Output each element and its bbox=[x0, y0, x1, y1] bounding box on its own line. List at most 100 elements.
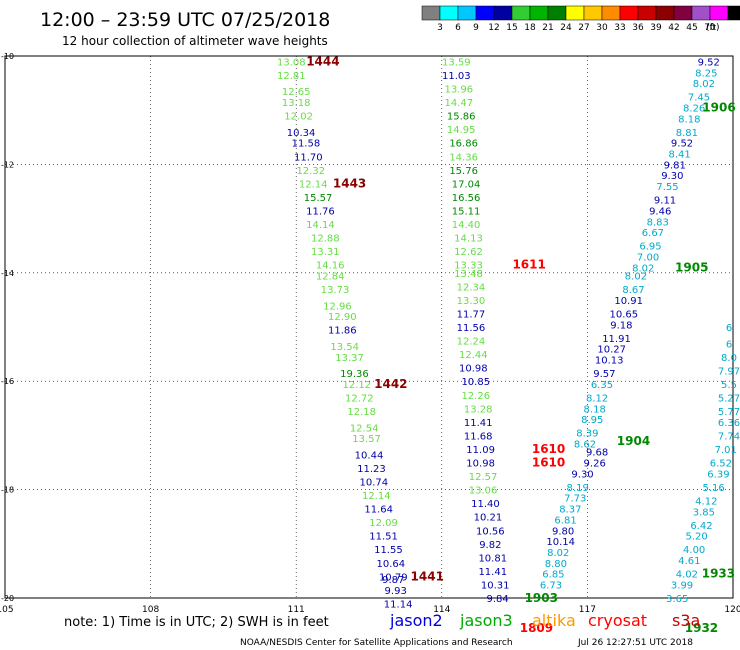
wave-height-value: 8.80 bbox=[545, 559, 567, 570]
wave-height-value: 6.39 bbox=[707, 469, 729, 480]
wave-height-value: 12.62 bbox=[454, 247, 483, 258]
wave-height-value: 7.45 bbox=[688, 93, 710, 104]
wave-height-value: 9.84 bbox=[486, 594, 508, 605]
wave-height-value: 5.20 bbox=[685, 532, 707, 543]
y-tick-label: -14 bbox=[1, 269, 14, 278]
wave-height-value: 8.02 bbox=[632, 263, 654, 274]
wave-height-value: 6.42 bbox=[690, 521, 712, 532]
wave-height-value: 10.34 bbox=[287, 128, 316, 139]
color-scale-label: 33 bbox=[614, 23, 625, 33]
wave-height-value: 4.02 bbox=[676, 570, 698, 581]
x-tick-label: 117 bbox=[579, 605, 596, 615]
wave-height-value: 10.81 bbox=[478, 553, 507, 564]
wave-height-value: 12.44 bbox=[459, 350, 488, 361]
wave-height-value: 14.13 bbox=[454, 234, 483, 245]
wave-height-value: 8.62 bbox=[574, 440, 596, 451]
wave-height-value: 7.74 bbox=[718, 431, 740, 442]
color-scale-label: 70 bbox=[704, 23, 716, 33]
wave-height-value: 8.02 bbox=[693, 79, 715, 90]
wave-height-value: 6.67 bbox=[642, 228, 664, 239]
wave-height-value: 9.68 bbox=[586, 448, 608, 459]
wave-height-value: 4.61 bbox=[678, 556, 700, 567]
pass-label: 1610 bbox=[532, 442, 565, 456]
wave-height-value: 8.83 bbox=[647, 217, 669, 228]
x-tick-label: 120 bbox=[724, 605, 740, 615]
wave-height-value: 12.24 bbox=[457, 337, 486, 348]
wave-height-value: 9.26 bbox=[584, 459, 606, 470]
wave-height-value: 12.65 bbox=[282, 87, 311, 98]
wave-height-value: 8.02 bbox=[547, 548, 569, 559]
pass-label: 1444 bbox=[306, 54, 339, 68]
x-tick-label: 105 bbox=[0, 605, 14, 615]
color-swatch bbox=[511, 5, 531, 21]
legend-altika: altika bbox=[532, 611, 576, 630]
color-scale-label: 24 bbox=[560, 23, 572, 33]
wave-height-value: 9.30 bbox=[571, 469, 593, 480]
wave-height-value: 10.79 bbox=[379, 572, 408, 583]
wave-height-value: 11.51 bbox=[369, 532, 398, 543]
wave-height-value: 9.82 bbox=[479, 540, 501, 551]
wave-height-value: 6.36 bbox=[718, 418, 740, 429]
wave-height-value: 3.85 bbox=[693, 507, 715, 518]
wave-height-value: 12.12 bbox=[343, 380, 372, 391]
wave-height-value: 16.56 bbox=[452, 193, 481, 204]
wave-height-value: 8.02 bbox=[625, 272, 647, 283]
pass-label: 1610 bbox=[532, 456, 565, 470]
wave-height-value: 17.04 bbox=[452, 179, 481, 190]
wave-height-value: 6.73 bbox=[540, 580, 562, 591]
x-tick-label: 111 bbox=[288, 605, 305, 615]
wave-height-value: 12.32 bbox=[296, 166, 325, 177]
wave-height-value: 13.33 bbox=[454, 261, 483, 272]
color-scale-label: 18 bbox=[524, 23, 536, 33]
wave-height-value: 11.70 bbox=[294, 152, 323, 163]
color-swatch bbox=[673, 5, 693, 21]
wave-height-value: 7.73 bbox=[564, 494, 586, 505]
wave-height-value: 13.31 bbox=[311, 247, 340, 258]
wave-height-value: 19.36 bbox=[340, 369, 369, 380]
wave-height-value: 11.23 bbox=[357, 464, 386, 475]
wave-height-value: 15.86 bbox=[447, 112, 476, 123]
y-tick-label: -10 bbox=[1, 52, 14, 61]
footer-note: note: 1) Time is in UTC; 2) SWH is in fe… bbox=[64, 615, 329, 630]
wave-height-value: 12.09 bbox=[369, 518, 398, 529]
legend-s3a: s3a bbox=[672, 611, 700, 630]
wave-height-value: 7.55 bbox=[656, 182, 678, 193]
color-swatch bbox=[655, 5, 675, 21]
wave-height-value: 7.01 bbox=[715, 445, 737, 456]
color-scale-label: 6 bbox=[455, 23, 461, 33]
wave-height-value: 13.73 bbox=[321, 285, 350, 296]
series-pass-1932-1933: 6 6 8.0 7.97 5.5 5.27 5.776.36 7.74 7.01 6.526.39… bbox=[666, 323, 740, 605]
pass-label: 1932 bbox=[685, 621, 718, 635]
wave-height-value: 15.57 bbox=[304, 193, 333, 204]
color-scale-label: 45 bbox=[686, 23, 697, 33]
wave-height-value: 11.09 bbox=[466, 445, 495, 456]
plot-frame bbox=[4, 55, 734, 599]
color-scale-label: 3 bbox=[437, 23, 443, 33]
wave-height-value: 6 bbox=[726, 339, 732, 350]
wave-height-value: 14.36 bbox=[449, 152, 478, 163]
axis-ticks: 105 108 111 114 117 120 -10 -12 -14 -16 -18 -20 bbox=[0, 52, 740, 615]
wave-height-value: 13.57 bbox=[352, 434, 381, 445]
wave-height-value: 11.41 bbox=[464, 418, 493, 429]
wave-height-value: 9.52 bbox=[671, 139, 693, 150]
wave-height-value: 9.87 bbox=[382, 575, 404, 586]
wave-height-value: 11.58 bbox=[292, 139, 321, 150]
wave-height-value: 8.41 bbox=[668, 150, 690, 161]
footer-timestamp: Jul 26 12:27:51 UTC 2018 bbox=[577, 638, 693, 648]
wave-height-value: 8.25 bbox=[695, 68, 717, 79]
color-swatch bbox=[457, 5, 477, 21]
color-swatch bbox=[493, 5, 513, 21]
legend-cryosat: cryosat bbox=[588, 611, 647, 630]
color-scale-label: 9 bbox=[473, 23, 479, 33]
wave-height-value: 8.39 bbox=[576, 429, 598, 440]
wave-height-value: 12.90 bbox=[328, 312, 357, 323]
wave-height-value: 11.76 bbox=[306, 206, 335, 217]
wave-height-value: 4.00 bbox=[683, 545, 705, 556]
wave-height-value: 11.41 bbox=[478, 567, 507, 578]
wave-height-value: 9.46 bbox=[649, 206, 671, 217]
wave-height-value: 12.02 bbox=[284, 112, 313, 123]
color-scale-label: 12 bbox=[488, 23, 499, 33]
color-scale-label: 36 bbox=[632, 23, 644, 33]
